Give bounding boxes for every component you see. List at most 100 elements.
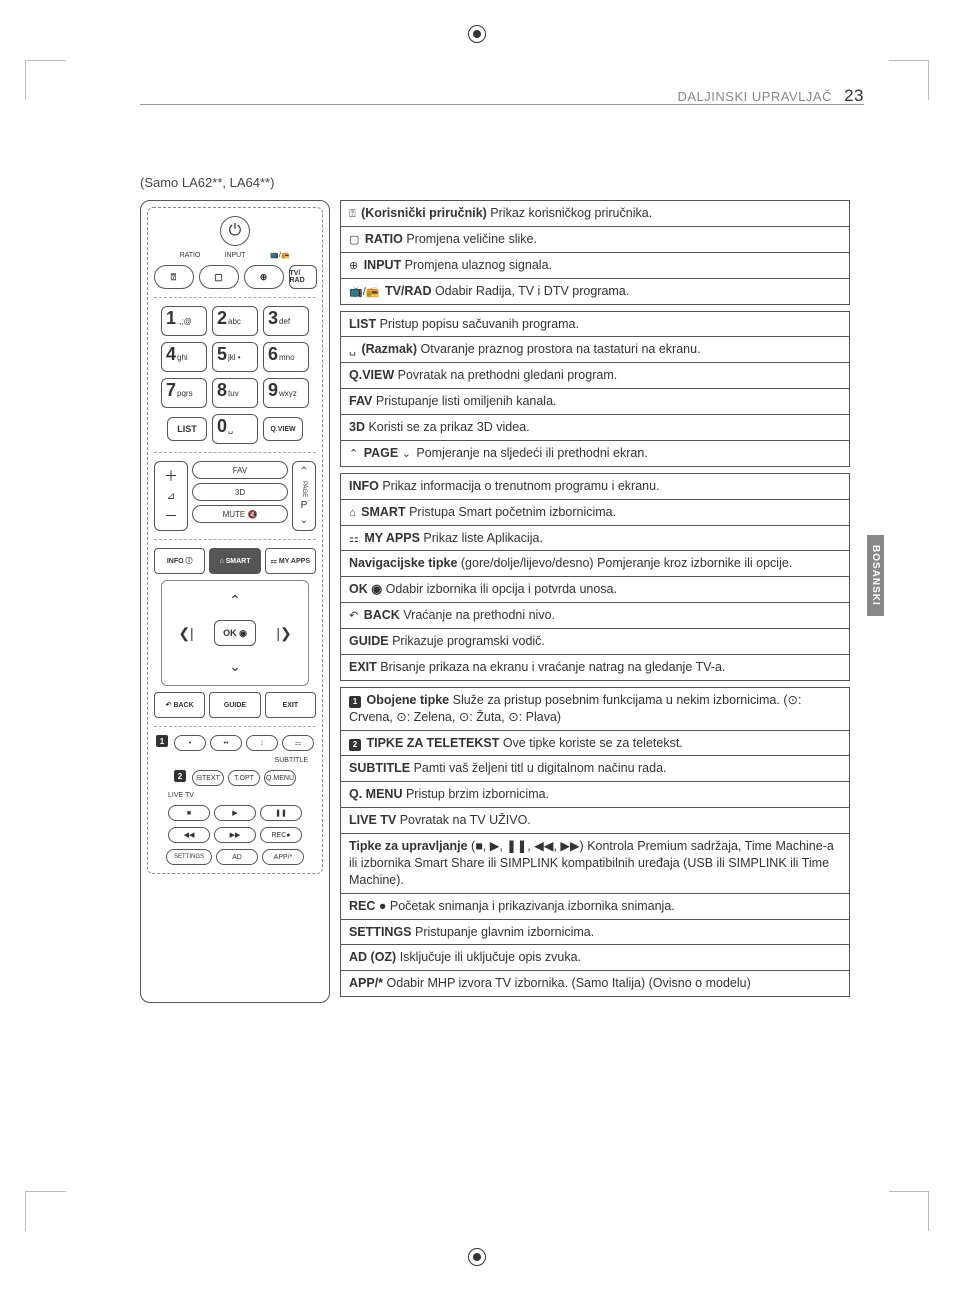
subtitle-label: SUBTITLE xyxy=(275,757,308,764)
desc-row: LIST Pristup popisu sačuvanih programa. xyxy=(341,312,849,338)
desc-row: REC ● Početak snimanja i prikazivanja iz… xyxy=(341,894,849,920)
row-text: Ove tipke koriste se za teletekst. xyxy=(499,736,682,750)
down-arrow-icon: ⌄ xyxy=(229,658,241,675)
forward-button: ▶▶ xyxy=(214,827,256,843)
row-icon: ▢ xyxy=(349,233,359,248)
row-term: BACK xyxy=(364,608,400,622)
settings-button: SETTINGS xyxy=(166,849,212,865)
row-term: FAV xyxy=(349,394,372,408)
row-text: Koristi se za prikaz 3D videa. xyxy=(365,420,530,434)
row-term: Tipke za upravljanje xyxy=(349,839,468,853)
desc-row: 1 Obojene tipke Služe za pristup posebni… xyxy=(341,688,849,731)
list-button: LIST xyxy=(167,417,207,441)
key-4: 4ghi xyxy=(161,342,207,372)
volume-fav-page-block: ＋⊿－ FAV 3D MUTE 🔇 ⌃PAGEP⌄ xyxy=(154,461,316,531)
description-column: ⍰ (Korisnički priručnik) Prikaz korisnič… xyxy=(340,200,850,1003)
desc-row: FAV Pristupanje listi omiljenih kanala. xyxy=(341,389,849,415)
pause-button: ❚❚ xyxy=(260,805,302,821)
row-term: Navigacijske tipke xyxy=(349,556,457,570)
row-term: SMART xyxy=(361,505,405,519)
desc-row: LIVE TV Povratak na TV UŽIVO. xyxy=(341,808,849,834)
desc-row: 3D Koristi se za prikaz 3D videa. xyxy=(341,415,849,441)
input-label: INPUT xyxy=(215,252,255,259)
row-text: Isključuje ili uključuje opis zvuka. xyxy=(396,950,581,964)
desc-row: AD (OZ) Isključuje ili uključuje opis zv… xyxy=(341,945,849,971)
desc-row: ⌃ PAGE ⌄ Pomjeranje na sljedeći ili pret… xyxy=(341,441,849,466)
row-term: MY APPS xyxy=(364,531,420,545)
row-term: TIPKE ZA TELETEKST xyxy=(366,736,499,750)
right-arrow-icon: |❯ xyxy=(276,625,291,642)
stop-button: ■ xyxy=(168,805,210,821)
row-term: GUIDE xyxy=(349,634,389,648)
row-text: Početak snimanja i prikazivanja izbornik… xyxy=(386,899,674,913)
row-text: Povratak na TV UŽIVO. xyxy=(396,813,531,827)
left-arrow-icon: ❮| xyxy=(178,625,193,642)
key-5: 5jkl • xyxy=(212,342,258,372)
row-icon: ↶ xyxy=(349,609,358,624)
crop-mark xyxy=(889,1191,929,1231)
color-buttons-row: 1 • •• ⁝ ⚏ xyxy=(154,735,316,751)
rewind-button: ◀◀ xyxy=(168,827,210,843)
desc-row: Navigacijske tipke (gore/dolje/lijevo/de… xyxy=(341,551,849,577)
desc-group-3: INFO Prikaz informacija o trenutnom prog… xyxy=(340,473,850,681)
key-1: 1.,;@ xyxy=(161,306,207,336)
guide-button: GUIDE xyxy=(209,692,260,718)
red-button: • xyxy=(174,735,206,751)
app-button: APP/* xyxy=(262,849,304,865)
qmenu-button: Q.MENU xyxy=(264,770,296,786)
row-term: AD (OZ) xyxy=(349,950,396,964)
desc-row: ⊕ INPUT Promjena ulaznog signala. xyxy=(341,253,849,279)
key-7: 7pqrs xyxy=(161,378,207,408)
row-term: 3D xyxy=(349,420,365,434)
row-text: Vraćanje na prethodni nivo. xyxy=(400,608,555,622)
desc-row: ↶ BACK Vraćanje na prethodni nivo. xyxy=(341,603,849,629)
desc-row: ⌂ SMART Pristupa Smart početnim izbornic… xyxy=(341,500,849,526)
badge-1: 1 xyxy=(156,735,168,747)
row-text: Povratak na prethodni gledani program. xyxy=(394,368,617,382)
row-icon: ⍰ xyxy=(349,207,356,222)
row-text: Prikaz informacija o trenutnom programu … xyxy=(379,479,660,493)
desc-row: Q. MENU Pristup brzim izbornicima. xyxy=(341,782,849,808)
row-icon: ⌄ xyxy=(402,447,411,462)
desc-row: ␣ (Razmak) Otvaranje praznog prostora na… xyxy=(341,337,849,363)
key-2: 2abc xyxy=(212,306,258,336)
power-icon: ⏻ xyxy=(220,216,250,246)
info-smart-apps-row: INFO ⓘ ⌂ SMART ⚏ MY APPS xyxy=(154,548,316,574)
tvrad-icon-label: 📺/📻 xyxy=(260,252,300,259)
row-text: Promjena veličine slike. xyxy=(403,232,537,246)
desc-group-1: ⍰ (Korisnički priručnik) Prikaz korisnič… xyxy=(340,200,850,305)
row-text: Pomjeranje na sljedeći ili prethodni ekr… xyxy=(413,446,648,460)
row-term: OK ◉ xyxy=(349,582,382,596)
badge-icon: 1 xyxy=(349,696,361,708)
section-label: DALJINSKI UPRAVLJAČ xyxy=(677,89,831,104)
language-tab: BOSANSKI xyxy=(867,535,884,616)
row-icon: ⚏ xyxy=(349,532,359,547)
desc-row: ⚏ MY APPS Prikaz liste Aplikacija. xyxy=(341,526,849,552)
row-term: LIVE TV xyxy=(349,813,396,827)
row-term: (Korisnički priručnik) xyxy=(361,206,487,220)
desc-group-2: LIST Pristup popisu sačuvanih programa.␣… xyxy=(340,311,850,467)
row-term: LIST xyxy=(349,317,376,331)
row-text: Otvaranje praznog prostora na tastaturi … xyxy=(417,342,701,356)
back-button: ↶ BACK xyxy=(154,692,205,718)
text-button: ⊟TEXT xyxy=(192,770,224,786)
badge-icon: 2 xyxy=(349,739,361,751)
page-header: DALJINSKI UPRAVLJAČ 23 xyxy=(677,86,864,106)
mute-button: MUTE 🔇 xyxy=(192,505,288,523)
row-term: APP/* xyxy=(349,976,383,990)
row-icon: ⊕ xyxy=(349,259,358,274)
topt-button: T.OPT xyxy=(228,770,260,786)
row-text: Promjena ulaznog signala. xyxy=(401,258,552,272)
row-term: EXIT xyxy=(349,660,377,674)
blue-button: ⚏ xyxy=(282,735,314,751)
row-icon: 📺/📻 xyxy=(349,285,379,300)
desc-row: APP/* Odabir MHP izvora TV izbornika. (S… xyxy=(341,971,849,996)
row-term: TV/RAD xyxy=(385,284,432,298)
page-rocker: ⌃PAGEP⌄ xyxy=(292,461,316,531)
desc-row: INFO Prikaz informacija o trenutnom prog… xyxy=(341,474,849,500)
desc-row: GUIDE Prikazuje programski vodič. xyxy=(341,629,849,655)
registration-mark-top xyxy=(468,25,486,43)
manual-button: ⍰ xyxy=(154,265,194,289)
row-term: (Razmak) xyxy=(361,342,417,356)
row-text: Pristupanje glavnim izbornicima. xyxy=(412,925,595,939)
